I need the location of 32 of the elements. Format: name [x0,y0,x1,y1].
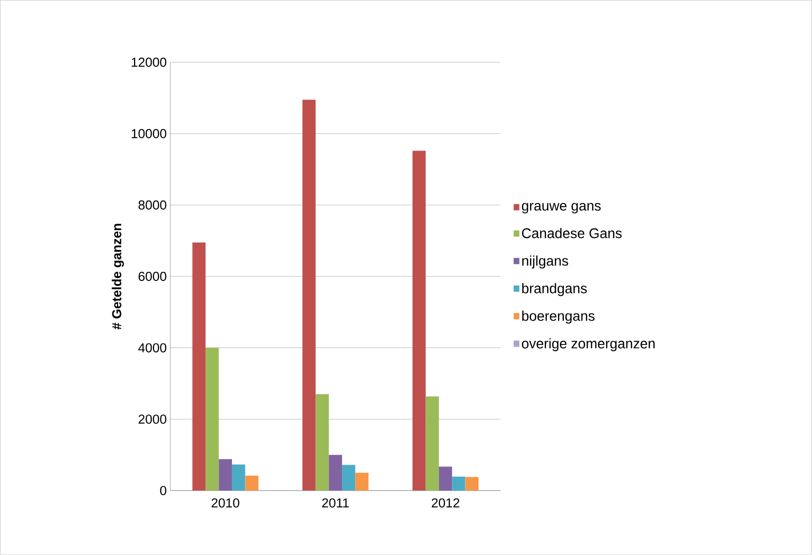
bar [412,150,426,491]
legend-label: overige zomerganzen [522,338,655,352]
y-tick-label: 6000 [138,272,166,282]
bar [206,348,219,491]
bar [328,454,342,491]
bar [232,464,246,491]
y-tick-label: 10000 [132,129,166,138]
x-tick-label: 2012 [432,498,460,508]
x-tick-label: 2011 [322,498,349,508]
bar [245,476,258,491]
y-tick-label: 0 [160,486,166,496]
bar [218,459,232,491]
bar [316,394,329,491]
legend-label: brandgans [522,283,587,296]
bar [355,472,368,491]
x-tick-label: 2010 [212,498,240,508]
y-tick-label: 12000 [132,58,166,67]
y-axis-title: # Getelde ganzen [112,224,124,330]
bar [452,476,466,491]
bar [426,396,439,491]
bar [342,464,356,491]
legend-label: Canadese Gans [522,228,622,238]
bar [192,242,206,491]
bar [465,477,479,491]
legend-label: boerengans [522,310,595,324]
y-tick-label: 8000 [138,200,166,210]
bar [302,100,316,491]
legend-label: grauwe gans [522,203,601,214]
y-tick-label: 2000 [138,414,166,424]
legend-label: nijlgans [522,256,568,269]
bar [438,466,452,491]
y-tick-label: 4000 [138,343,166,352]
